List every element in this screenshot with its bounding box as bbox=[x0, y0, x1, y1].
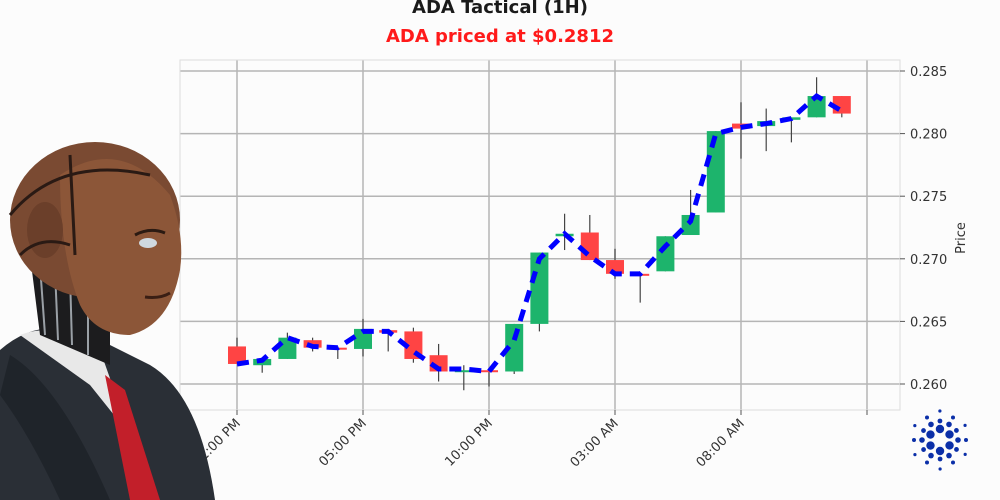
y-tick-label: 0.275 bbox=[910, 190, 947, 205]
y-tick-label: 0.270 bbox=[910, 253, 947, 268]
candle-down bbox=[580, 232, 599, 261]
x-tick-label: 10:00 PM bbox=[442, 416, 495, 469]
y-axis-label: Price bbox=[954, 222, 969, 254]
x-axis: 12:00 PM 05:00 PM 10:00 PM 03:00 AM 08:00 AM bbox=[190, 410, 868, 470]
candle-up bbox=[681, 214, 700, 236]
candles bbox=[228, 77, 851, 391]
cardano-logo-icon bbox=[912, 409, 968, 471]
x-tick-label: 03:00 AM bbox=[568, 416, 622, 470]
chart-title: ADA Tactical (1H) bbox=[412, 0, 588, 18]
candle-up bbox=[454, 370, 473, 373]
candle-up bbox=[530, 252, 549, 324]
candle-up bbox=[656, 236, 675, 272]
x-tick-label: 05:00 PM bbox=[316, 416, 369, 469]
candle-up bbox=[505, 323, 524, 372]
y-tick-label: 0.260 bbox=[910, 378, 947, 393]
y-tick-label: 0.280 bbox=[910, 128, 947, 143]
y-tick-label: 0.265 bbox=[910, 315, 947, 330]
y-tick-label: 0.285 bbox=[910, 65, 947, 80]
candle-up bbox=[706, 131, 725, 213]
moving-average-line bbox=[236, 92, 844, 375]
candle-down bbox=[606, 260, 624, 274]
x-tick-label: 08:00 AM bbox=[694, 416, 748, 470]
robot-businessman-avatar-image bbox=[0, 142, 215, 500]
candle-up bbox=[278, 337, 297, 359]
y-axis: 0.260 0.265 0.270 0.275 0.280 0.285 bbox=[900, 65, 947, 393]
candle-down bbox=[228, 346, 246, 364]
candle-up bbox=[354, 328, 372, 349]
price-subtitle: ADA priced at $0.2812 bbox=[385, 26, 615, 47]
